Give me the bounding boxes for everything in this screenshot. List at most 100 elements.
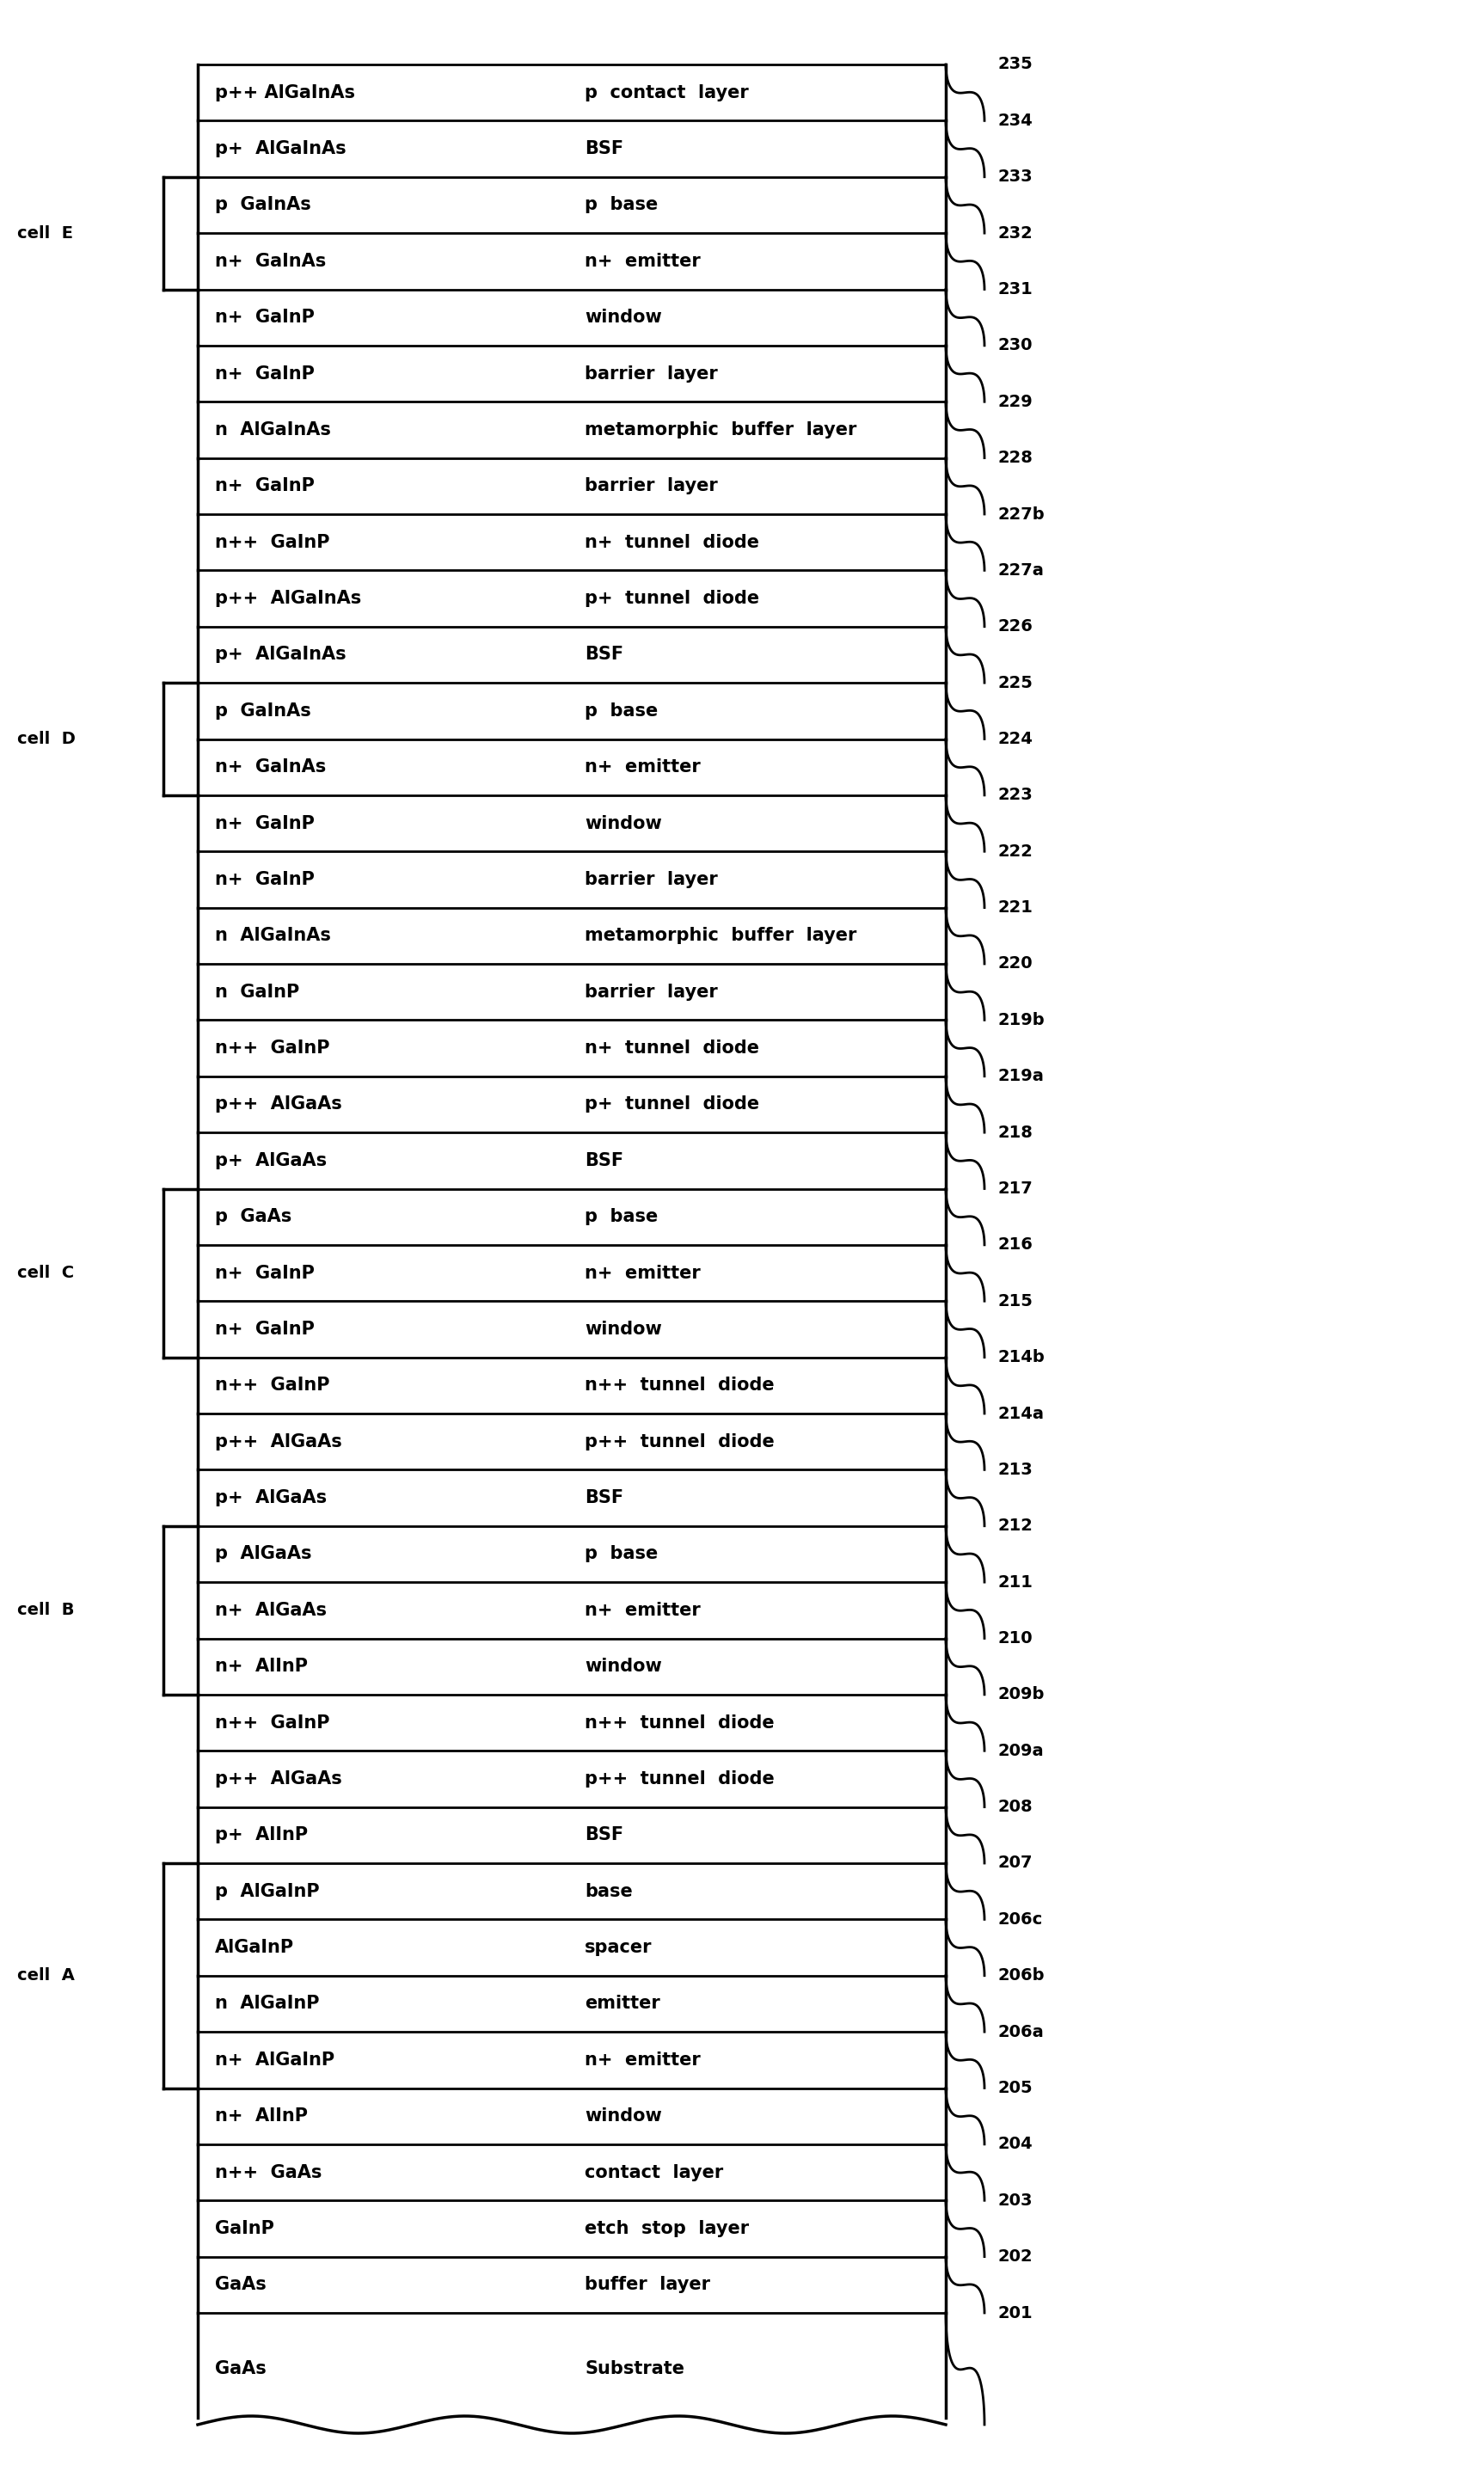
Text: 231: 231 [997, 281, 1033, 296]
Text: n++  tunnel  diode: n++ tunnel diode [585, 1713, 775, 1731]
Text: barrier  layer: barrier layer [585, 871, 718, 889]
Text: n+  emitter: n+ emitter [585, 251, 700, 269]
Text: 202: 202 [997, 2248, 1033, 2266]
Text: 201: 201 [997, 2306, 1033, 2321]
Text: n+  AlInP: n+ AlInP [215, 2107, 307, 2124]
Text: metamorphic  buffer  layer: metamorphic buffer layer [585, 421, 856, 438]
Text: AlGaInP: AlGaInP [215, 1940, 294, 1957]
Text: n+  GaInAs: n+ GaInAs [215, 759, 326, 777]
Text: p  AlGaAs: p AlGaAs [215, 1546, 312, 1564]
Text: buffer  layer: buffer layer [585, 2276, 711, 2293]
Text: p++  tunnel  diode: p++ tunnel diode [585, 1770, 775, 1788]
Text: n+  AlGaInP: n+ AlGaInP [215, 2052, 334, 2069]
Text: 209b: 209b [997, 1686, 1045, 1703]
Text: 206a: 206a [997, 2024, 1043, 2039]
Text: n  GaInP: n GaInP [215, 984, 300, 1001]
Text: p+  AlGaInAs: p+ AlGaInAs [215, 139, 346, 157]
Text: cell  E: cell E [18, 224, 73, 242]
Text: 222: 222 [997, 844, 1033, 859]
Text: p  base: p base [585, 1208, 657, 1225]
Text: 220: 220 [997, 956, 1033, 971]
Text: GaAs: GaAs [215, 2361, 266, 2378]
Text: p+  tunnel  diode: p+ tunnel diode [585, 590, 760, 608]
Text: 213: 213 [997, 1462, 1033, 1479]
Text: n+  GaInP: n+ GaInP [215, 814, 315, 832]
Text: BSF: BSF [585, 1153, 623, 1170]
Text: 233: 233 [997, 169, 1033, 184]
Text: n+  GaInP: n+ GaInP [215, 1320, 315, 1337]
Text: 228: 228 [997, 451, 1033, 466]
Text: BSF: BSF [585, 1828, 623, 1843]
Text: 229: 229 [997, 393, 1033, 411]
Text: n+  GaInP: n+ GaInP [215, 309, 315, 326]
Text: BSF: BSF [585, 645, 623, 662]
Text: GaAs: GaAs [215, 2276, 266, 2293]
Text: p++  AlGaAs: p++ AlGaAs [215, 1096, 341, 1113]
Text: p+  tunnel  diode: p+ tunnel diode [585, 1096, 760, 1113]
Text: n++  tunnel  diode: n++ tunnel diode [585, 1377, 775, 1394]
Text: p  base: p base [585, 702, 657, 720]
Text: barrier  layer: barrier layer [585, 366, 718, 383]
Text: 234: 234 [997, 112, 1033, 129]
Text: window: window [585, 1320, 662, 1337]
Text: 227a: 227a [997, 563, 1043, 578]
Text: 223: 223 [997, 787, 1033, 804]
Text: p  GaInAs: p GaInAs [215, 197, 312, 214]
Text: window: window [585, 1658, 662, 1676]
Text: 204: 204 [997, 2136, 1033, 2151]
Text: 206c: 206c [997, 1912, 1042, 1927]
Text: cell  A: cell A [18, 1967, 74, 1985]
Text: n+  emitter: n+ emitter [585, 2052, 700, 2069]
Text: n  AlGaInAs: n AlGaInAs [215, 421, 331, 438]
Text: n++  GaAs: n++ GaAs [215, 2164, 322, 2181]
Text: p  contact  layer: p contact layer [585, 85, 748, 102]
Text: n  AlGaInP: n AlGaInP [215, 1994, 319, 2012]
Text: window: window [585, 309, 662, 326]
Text: 227b: 227b [997, 505, 1045, 523]
Text: base: base [585, 1882, 632, 1900]
Text: n+  GaInP: n+ GaInP [215, 1265, 315, 1282]
Text: n+  GaInP: n+ GaInP [215, 871, 315, 889]
Text: n+  AlInP: n+ AlInP [215, 1658, 307, 1676]
Text: 212: 212 [997, 1519, 1033, 1534]
Text: n+  tunnel  diode: n+ tunnel diode [585, 1038, 760, 1056]
Text: p+  AlGaInAs: p+ AlGaInAs [215, 645, 346, 662]
Text: p+  AlGaAs: p+ AlGaAs [215, 1489, 326, 1506]
Text: Substrate: Substrate [585, 2361, 684, 2378]
Text: p  GaAs: p GaAs [215, 1208, 292, 1225]
Text: 226: 226 [997, 618, 1033, 635]
Text: 230: 230 [997, 336, 1033, 354]
Text: n+  emitter: n+ emitter [585, 1601, 700, 1618]
Text: cell  C: cell C [18, 1265, 74, 1282]
Text: barrier  layer: barrier layer [585, 984, 718, 1001]
Text: 215: 215 [997, 1292, 1033, 1310]
Text: window: window [585, 814, 662, 832]
Text: 206b: 206b [997, 1967, 1045, 1985]
Text: 214a: 214a [997, 1404, 1043, 1422]
Text: n++  GaInP: n++ GaInP [215, 533, 329, 550]
Text: n+  GaInP: n+ GaInP [215, 478, 315, 496]
Text: n+  tunnel  diode: n+ tunnel diode [585, 533, 760, 550]
Text: emitter: emitter [585, 1994, 660, 2012]
Text: 218: 218 [997, 1125, 1033, 1140]
Text: 232: 232 [997, 224, 1033, 242]
Text: n  AlGaInAs: n AlGaInAs [215, 926, 331, 944]
Text: p++  AlGaInAs: p++ AlGaInAs [215, 590, 361, 608]
Text: 207: 207 [997, 1855, 1033, 1872]
Text: n++  GaInP: n++ GaInP [215, 1377, 329, 1394]
Text: GaInP: GaInP [215, 2221, 275, 2236]
Text: metamorphic  buffer  layer: metamorphic buffer layer [585, 926, 856, 944]
Text: p  GaInAs: p GaInAs [215, 702, 312, 720]
Text: 203: 203 [997, 2191, 1033, 2209]
Text: p++  tunnel  diode: p++ tunnel diode [585, 1434, 775, 1449]
Text: 210: 210 [997, 1631, 1033, 1646]
Text: p+  AlInP: p+ AlInP [215, 1828, 307, 1843]
Text: cell  B: cell B [18, 1601, 74, 1618]
Text: 208: 208 [997, 1798, 1033, 1815]
Text: p++  AlGaAs: p++ AlGaAs [215, 1434, 341, 1449]
Text: 219b: 219b [997, 1011, 1045, 1028]
Text: window: window [585, 2107, 662, 2124]
Text: n+  emitter: n+ emitter [585, 759, 700, 777]
Text: 211: 211 [997, 1574, 1033, 1591]
Text: 221: 221 [997, 899, 1033, 916]
